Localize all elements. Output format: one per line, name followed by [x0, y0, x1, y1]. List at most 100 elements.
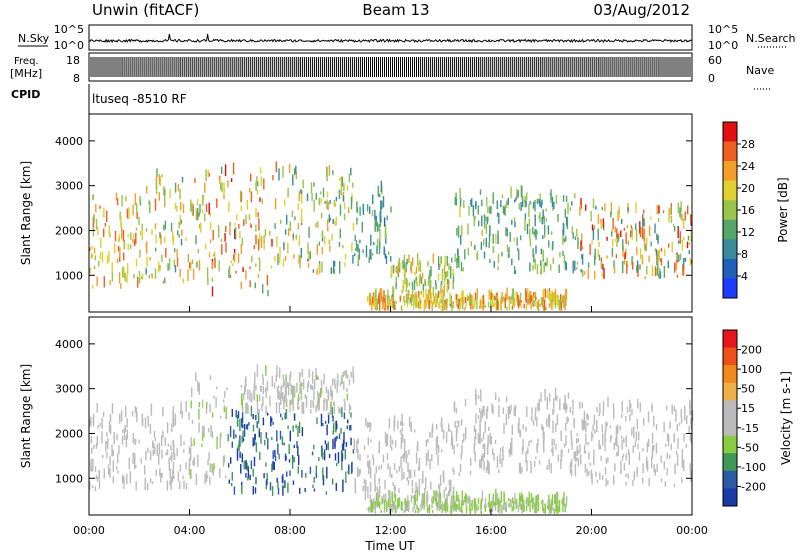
- range-cell: [161, 473, 163, 478]
- range-cell: [421, 478, 423, 484]
- range-cell: [512, 288, 515, 301]
- range-cell: [549, 291, 551, 302]
- range-cell: [384, 229, 387, 239]
- range-cell: [120, 215, 122, 227]
- range-cell: [380, 509, 382, 513]
- range-cell: [243, 460, 245, 470]
- colorbar-swatch: [723, 365, 737, 384]
- range-cell: [689, 402, 691, 416]
- range-cell: [414, 293, 416, 298]
- range-cell: [301, 369, 304, 376]
- range-cell: [318, 263, 320, 275]
- range-cell: [296, 382, 298, 393]
- range-cell: [330, 385, 332, 397]
- range-cell: [121, 227, 123, 239]
- range-cell: [326, 471, 328, 479]
- range-cell: [637, 398, 639, 409]
- range-cell: [389, 496, 391, 505]
- range-cell: [220, 415, 222, 419]
- range-cell: [519, 502, 521, 510]
- range-cell: [511, 437, 513, 446]
- range-cell: [551, 290, 553, 300]
- range-cell: [100, 237, 102, 248]
- range-cell: [573, 418, 575, 425]
- range-cell: [329, 245, 331, 252]
- range-cell: [600, 219, 602, 230]
- range-cell: [367, 486, 369, 499]
- range-cell: [388, 418, 391, 429]
- range-cell: [368, 461, 370, 473]
- range-cell: [259, 386, 262, 392]
- range-cell: [357, 254, 359, 265]
- range-cell: [435, 497, 437, 506]
- range-cell: [473, 216, 475, 227]
- range-cell: [565, 422, 567, 431]
- range-cell: [481, 199, 483, 207]
- range-cell: [487, 216, 489, 222]
- range-cell: [174, 182, 177, 193]
- range-cell: [514, 405, 516, 415]
- range-cell: [442, 292, 444, 304]
- range-cell: [414, 271, 416, 276]
- range-cell: [564, 395, 566, 402]
- range-cell: [299, 372, 301, 383]
- range-cell: [540, 248, 543, 255]
- range-cell: [415, 452, 418, 460]
- range-cell: [553, 398, 555, 409]
- range-cell: [372, 457, 375, 466]
- range-cell: [419, 262, 422, 273]
- range-cell: [683, 433, 685, 442]
- range-cell: [90, 436, 93, 444]
- range-cell: [119, 253, 121, 262]
- range-cell: [144, 417, 147, 429]
- range-cell: [150, 403, 153, 416]
- range-cell: [91, 485, 94, 489]
- range-cell: [349, 406, 352, 411]
- range-cell: [651, 265, 654, 276]
- range-cell: [452, 303, 454, 308]
- range-cell: [411, 281, 414, 290]
- range-cell: [476, 298, 478, 310]
- range-cell: [479, 459, 481, 469]
- colorbar-swatch: [723, 278, 737, 299]
- range-cell: [246, 200, 248, 210]
- range-cell: [574, 260, 576, 271]
- range-cell: [494, 440, 497, 445]
- range-cell: [447, 286, 450, 290]
- range-cell: [369, 481, 372, 493]
- range-cell: [332, 260, 335, 274]
- range-cell: [601, 206, 603, 210]
- range-cell: [356, 217, 358, 225]
- range-cell: [542, 297, 544, 308]
- range-cell: [626, 406, 629, 413]
- range-cell: [482, 299, 484, 311]
- range-cell: [370, 439, 372, 443]
- range-cell: [136, 211, 138, 219]
- range-cell: [627, 207, 629, 212]
- range-cell: [313, 182, 315, 187]
- range-cell: [376, 502, 379, 508]
- range-cell: [386, 433, 389, 446]
- colorbar-swatch: [723, 418, 737, 436]
- range-cell: [582, 269, 584, 277]
- range-cell: [618, 233, 620, 240]
- range-cell: [465, 502, 468, 509]
- range-cell: [598, 254, 601, 261]
- time-tick-label: 04:00: [174, 524, 206, 537]
- range-cell: [125, 435, 128, 447]
- range-cell: [630, 225, 633, 230]
- range-cell: [284, 480, 286, 488]
- range-cell: [660, 247, 663, 252]
- range-cell: [557, 504, 559, 511]
- range-cell: [326, 191, 329, 198]
- range-cell: [609, 436, 612, 443]
- range-cell: [316, 244, 318, 255]
- range-cell: [343, 412, 346, 419]
- range-cell: [306, 382, 309, 392]
- range-cell: [208, 172, 210, 177]
- range-cell: [431, 496, 433, 509]
- range-cell: [258, 257, 260, 261]
- colorbar-tick-label: 20: [741, 182, 755, 195]
- range-cell: [566, 416, 568, 424]
- range-cell: [233, 252, 236, 263]
